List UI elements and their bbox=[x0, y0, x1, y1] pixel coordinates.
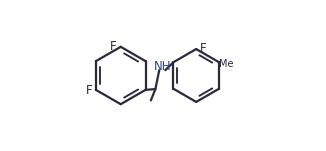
Text: Me: Me bbox=[219, 59, 234, 69]
Text: NH: NH bbox=[154, 60, 171, 73]
Text: F: F bbox=[110, 40, 117, 53]
Text: F: F bbox=[86, 84, 92, 97]
Text: F: F bbox=[200, 42, 206, 55]
